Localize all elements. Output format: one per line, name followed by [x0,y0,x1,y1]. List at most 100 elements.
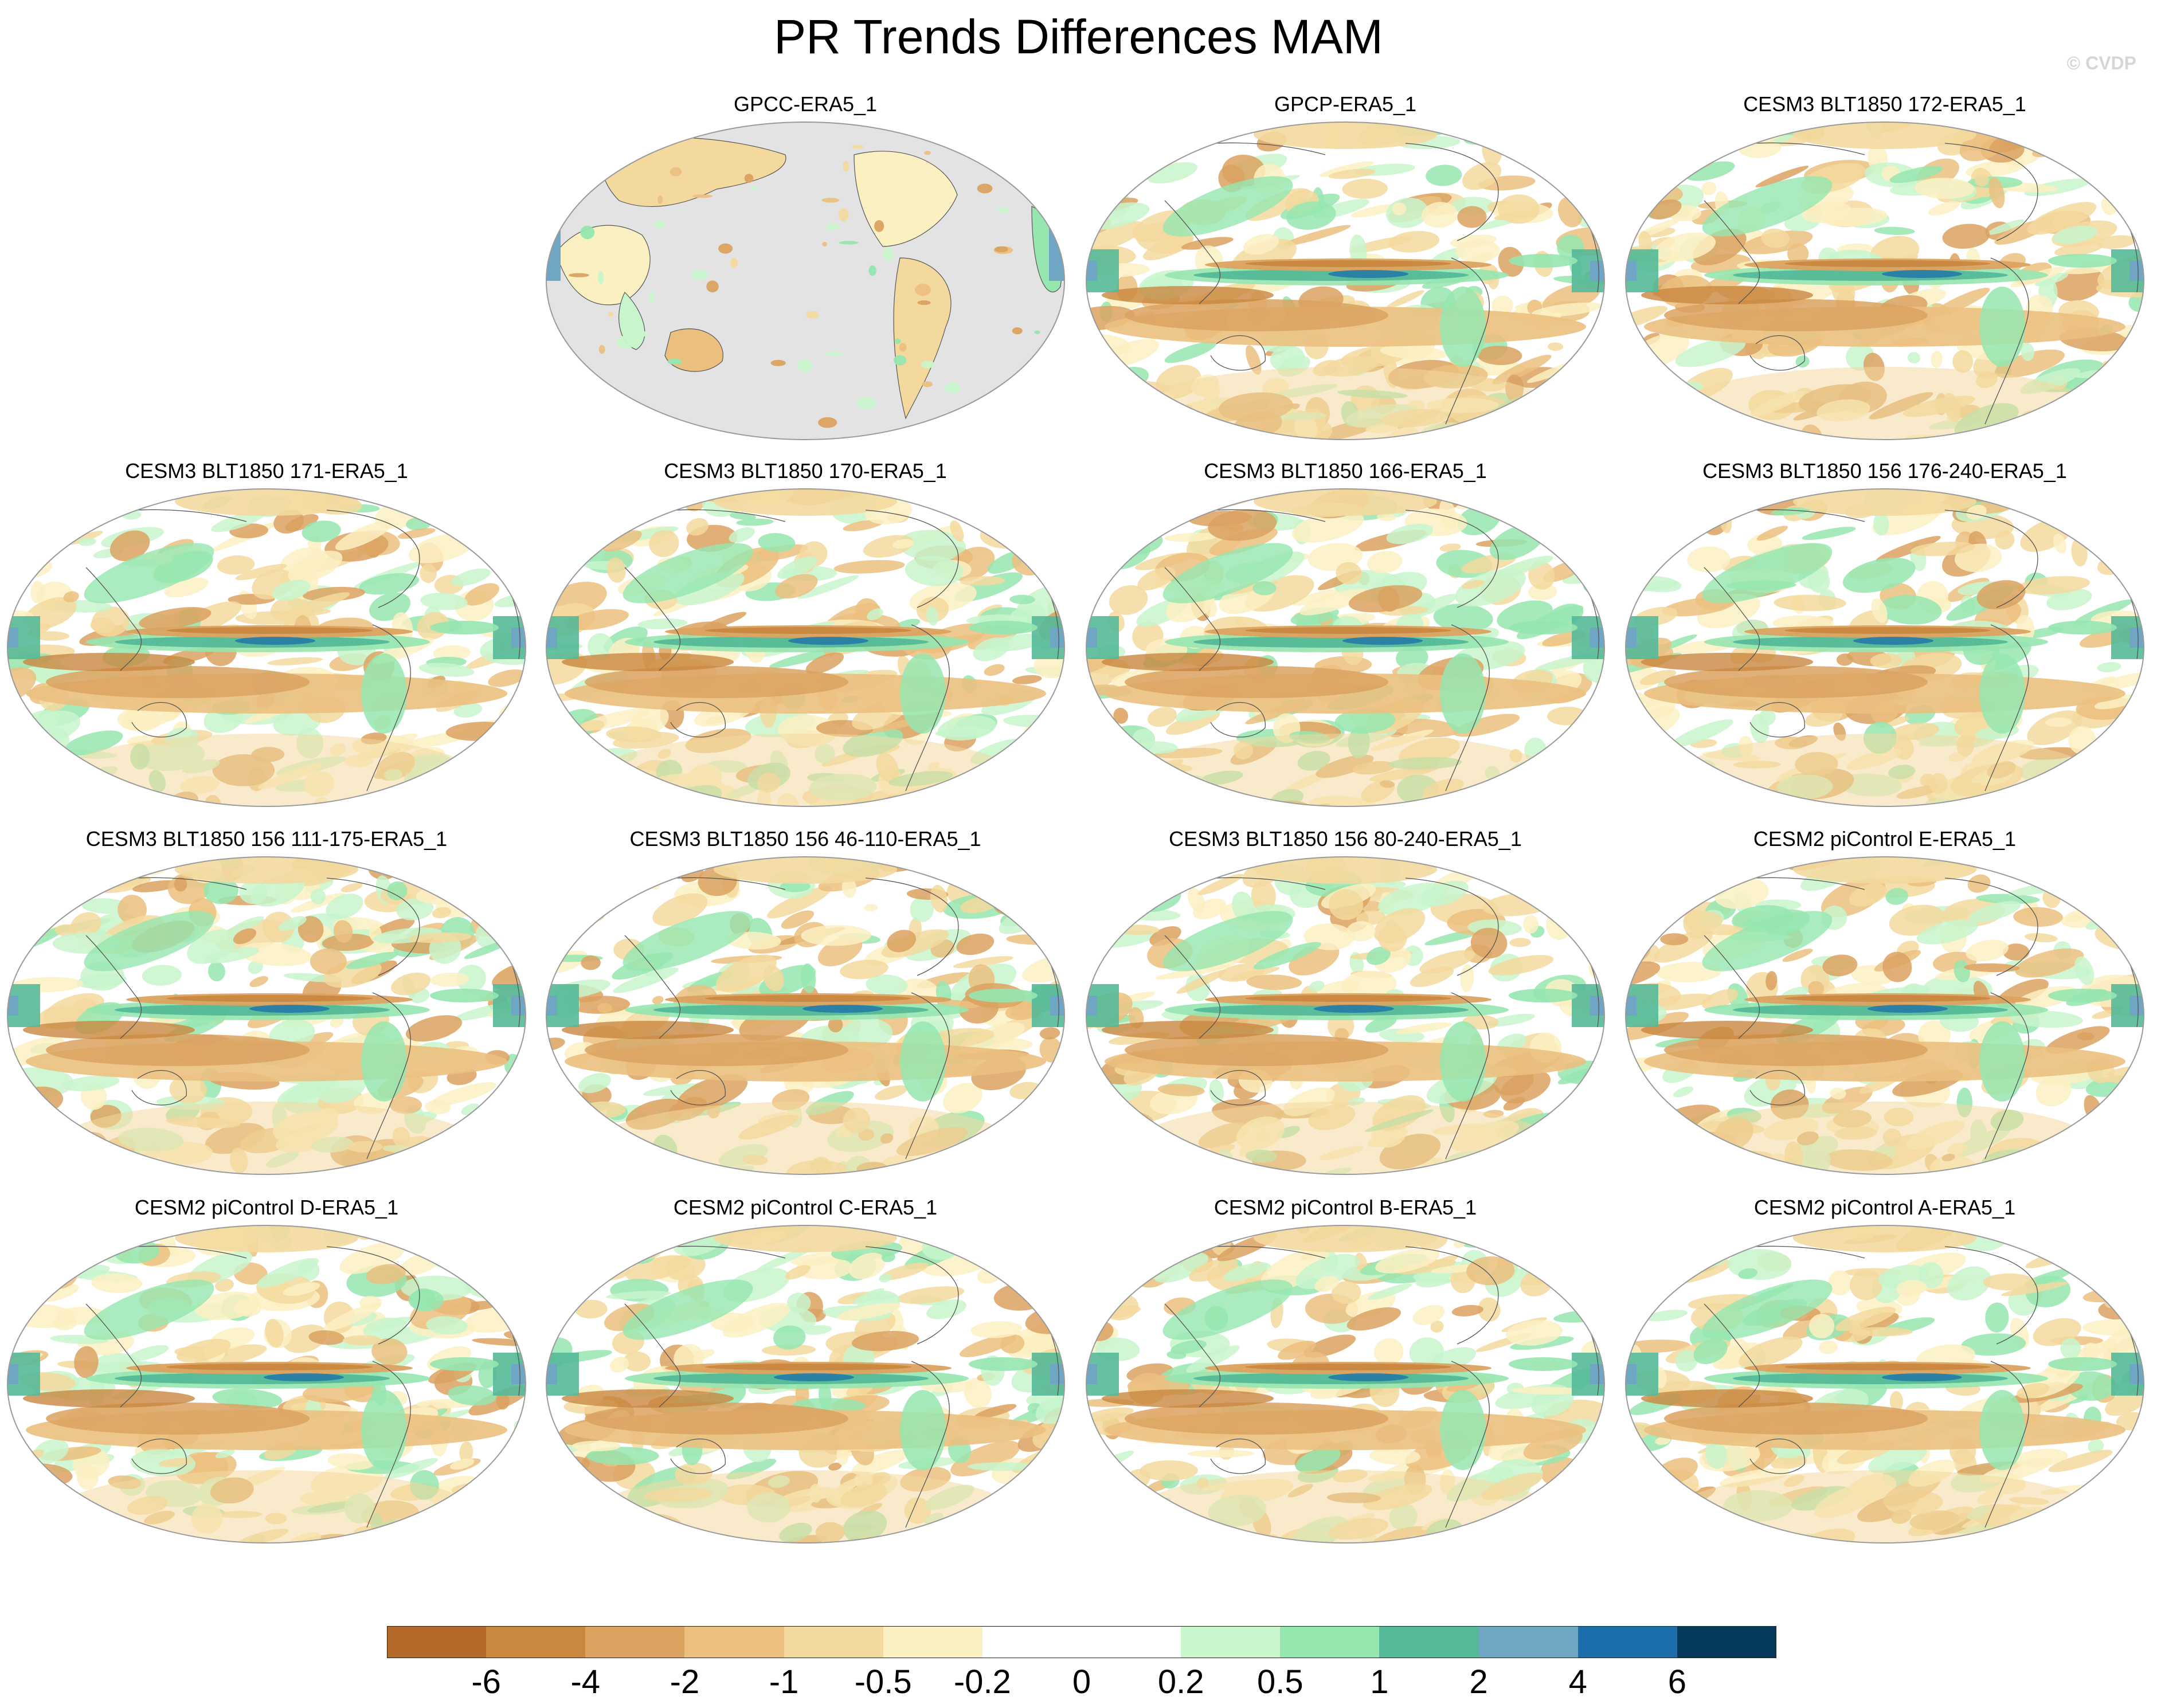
map-panel: CESM3 BLT1850 171-ERA5_1 [0,459,533,825]
colorbar-tick-label: 0 [1072,1663,1091,1701]
world-map [1086,122,1605,440]
coastline [1210,1070,1266,1106]
coastline [326,877,420,976]
world-map [546,122,1065,440]
coastline [865,1246,959,1345]
colorbar-tick-label: -6 [471,1663,501,1701]
panel-title: CESM2 piControl D-ERA5_1 [134,1196,399,1219]
coastline [865,877,959,976]
coastline [1164,567,1221,671]
colorbar-swatch [1677,1626,1777,1658]
panel-title: GPCC-ERA5_1 [733,92,878,116]
colorbar-swatch [1280,1626,1380,1658]
map-outline [1086,1225,1605,1544]
coastline [865,510,959,608]
coastline [1984,624,2029,792]
panel-title: CESM3 BLT1850 156 111-175-ERA5_1 [85,827,448,851]
map-outline [1625,856,2144,1175]
colorbar-swatch [486,1626,586,1658]
coastline [366,1361,411,1528]
panel-title: CESM3 BLT1850 166-ERA5_1 [1204,459,1487,483]
coastline [670,1438,726,1474]
coastline [131,1438,187,1474]
coastline [624,935,681,1039]
coastline [1944,1246,2038,1345]
coastline [1405,510,1499,608]
map-outline [7,1225,526,1544]
map-panel: CESM2 piControl C-ERA5_1 [539,1195,1072,1562]
panel-title: CESM2 piControl C-ERA5_1 [673,1196,938,1219]
panel-title: CESM3 BLT1850 171-ERA5_1 [125,459,408,483]
coastline [326,1246,420,1345]
panel-title: CESM3 BLT1850 156 46-110-ERA5_1 [629,827,981,851]
map-panel: GPCC-ERA5_1 [539,92,1072,459]
colorbar-swatch [585,1626,685,1658]
figure-title: PR Trends Differences MAM [774,10,1383,64]
world-map [1086,856,1605,1175]
coastline [1704,1303,1760,1408]
coastline [1164,935,1221,1039]
coastline [1749,335,1805,371]
coastline [1164,1303,1221,1408]
coastline [366,624,411,792]
world-map [1625,488,2144,807]
coastline [1749,1438,1805,1474]
colorbar-swatch [684,1626,785,1658]
coastline [131,1070,187,1106]
panel-title: CESM3 BLT1850 156 176-240-ERA5_1 [1702,459,2067,483]
coastline [905,624,950,792]
map-panel: CESM3 BLT1850 170-ERA5_1 [539,459,1072,825]
world-map [7,856,526,1175]
map-panel: CESM3 BLT1850 166-ERA5_1 [1079,459,1612,825]
map-outline [546,488,1065,807]
map-panel: GPCP-ERA5_1 [1079,92,1612,459]
colorbar-swatch [982,1626,1082,1658]
map-outline [1625,488,2144,807]
coastline [670,1070,726,1106]
colorbar-tick-label: 1 [1370,1663,1389,1701]
coastline [1704,200,1760,304]
panel-title: CESM3 BLT1850 172-ERA5_1 [1743,92,2026,116]
map-panel: CESM3 BLT1850 156 176-240-ERA5_1 [1618,459,2151,825]
coastline [905,1361,950,1528]
colorbar [387,1626,1777,1658]
coastline [1704,567,1760,671]
coastline [1405,877,1499,976]
world-map [1625,122,2144,440]
coastline [1944,877,2038,976]
colorbar-tick-label: 6 [1667,1663,1686,1701]
world-map [1625,1225,2144,1544]
map-panel: CESM3 BLT1850 172-ERA5_1 [1618,92,2151,459]
world-map [1086,488,1605,807]
colorbar-swatch [387,1626,487,1658]
map-panel: CESM2 piControl E-ERA5_1 [1618,826,2151,1193]
colorbar-tick-label: 2 [1469,1663,1488,1701]
world-map [546,856,1065,1175]
panel-title: GPCP-ERA5_1 [1274,92,1417,116]
colorbar-tick-label: -1 [769,1663,799,1701]
coastline [1405,1246,1499,1345]
world-map [1086,1225,1605,1544]
colorbar-tick-label: -2 [670,1663,700,1701]
world-map [1625,856,2144,1175]
colorbar-tick-label: -0.2 [953,1663,1011,1701]
colorbar-swatch [1379,1626,1479,1658]
world-map [7,488,526,807]
colorbar-swatch [1181,1626,1281,1658]
coastline [1984,257,2029,425]
colorbar-tick-label: -4 [570,1663,601,1701]
coastline [1944,143,2038,241]
panel-title: CESM2 piControl B-ERA5_1 [1213,1196,1477,1219]
panel-title: CESM2 piControl A-ERA5_1 [1753,1196,2016,1219]
map-outline [1086,488,1605,807]
map-panel: CESM3 BLT1850 156 46-110-ERA5_1 [539,826,1072,1193]
colorbar-tick-label: 0.5 [1256,1663,1303,1701]
map-panel: CESM2 piControl B-ERA5_1 [1079,1195,1612,1562]
map-outline [1086,856,1605,1175]
coastline [670,702,726,738]
map-outline [7,856,526,1175]
coastline [624,567,681,671]
colorbar-tick-label: 4 [1568,1663,1587,1701]
coastline [1445,1361,1490,1528]
coastline [1445,257,1490,425]
